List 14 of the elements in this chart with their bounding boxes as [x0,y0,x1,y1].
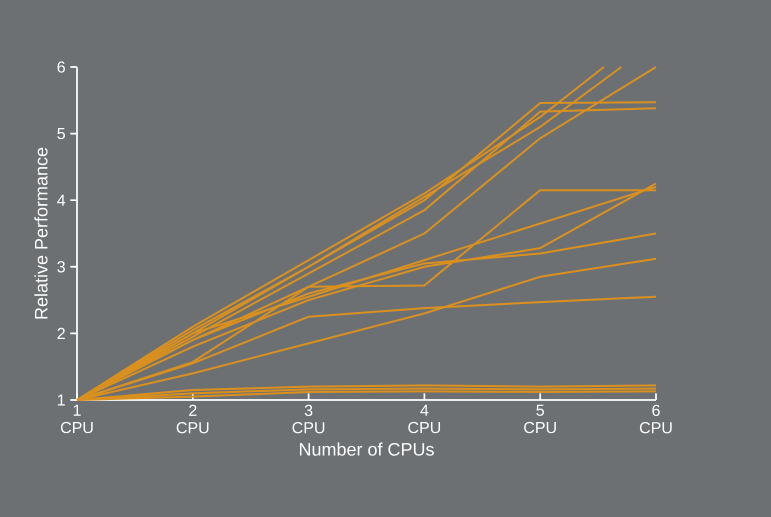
x-tick-label: 6 CPU [640,404,672,434]
y-tick-label: 6 [58,61,65,73]
y-axis-title: Relative Performance [34,148,48,319]
x-tick-label: 5 CPU [524,404,556,434]
x-tick-label: 4 CPU [408,404,440,434]
y-tick-label: 5 [57,128,65,140]
x-tick-label: 2 CPU [176,404,208,434]
y-tick-label: 1 [58,394,65,406]
y-tick-label: 2 [58,328,65,339]
x-axis-title: Number of CPUs [300,442,434,456]
x-tick-label: 3 CPU [292,404,324,434]
y-tick-label: 3 [57,261,65,272]
x-tick-label: 1 CPU [60,404,93,434]
y-tick-label: 4 [57,194,66,206]
